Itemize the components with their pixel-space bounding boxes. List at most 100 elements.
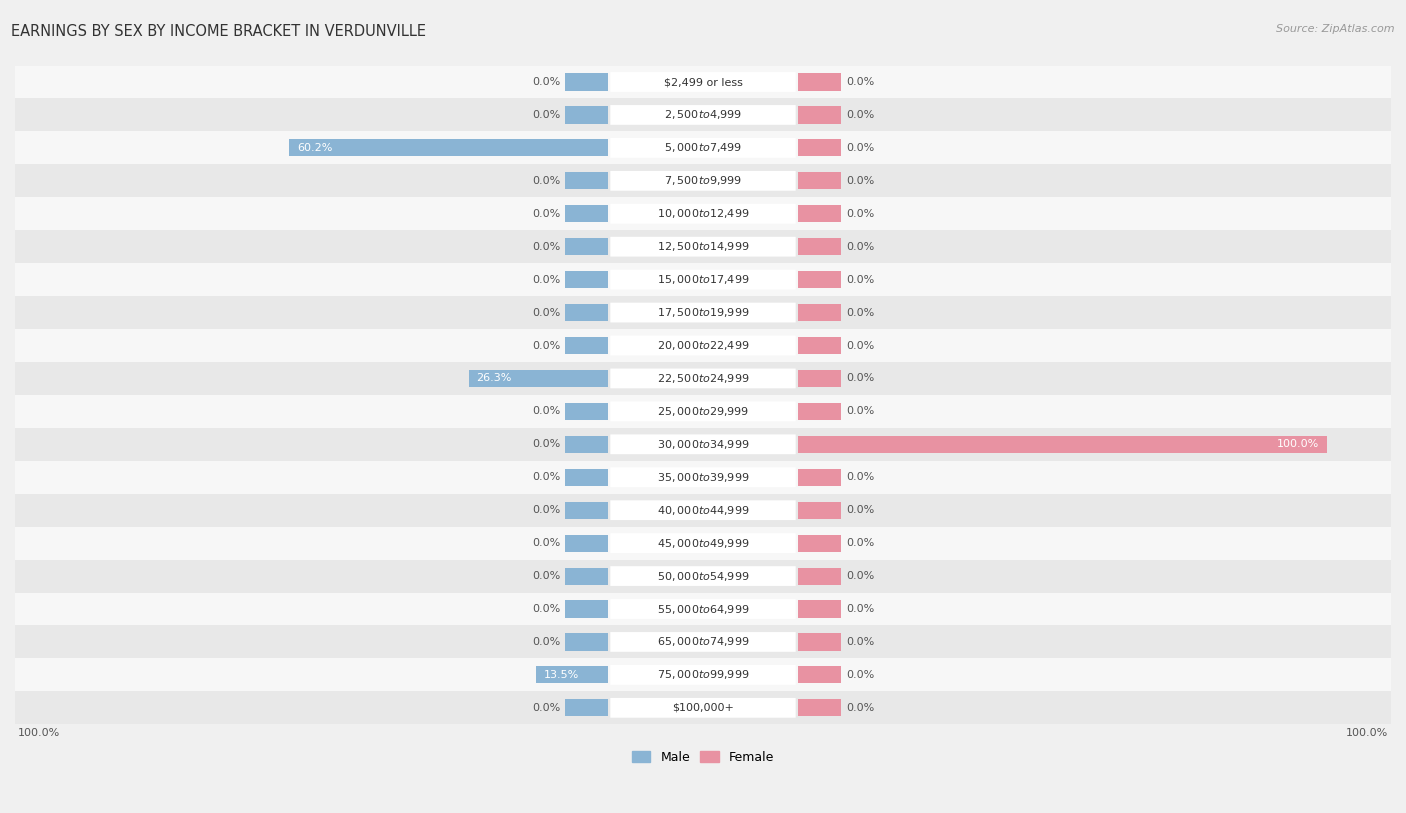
Text: 0.0%: 0.0% <box>846 472 875 482</box>
Bar <box>15 461 1391 493</box>
Text: 0.0%: 0.0% <box>531 702 560 713</box>
Text: 100.0%: 100.0% <box>1346 728 1388 737</box>
Text: 0.0%: 0.0% <box>531 406 560 416</box>
Bar <box>15 625 1391 659</box>
Text: $12,500 to $14,999: $12,500 to $14,999 <box>657 240 749 253</box>
Text: 0.0%: 0.0% <box>846 341 875 350</box>
Text: 0.0%: 0.0% <box>531 209 560 219</box>
FancyBboxPatch shape <box>610 467 796 487</box>
Bar <box>290 139 607 156</box>
Text: 0.0%: 0.0% <box>846 505 875 515</box>
Text: $7,500 to $9,999: $7,500 to $9,999 <box>664 174 742 187</box>
Text: 0.0%: 0.0% <box>531 637 560 647</box>
Text: 0.0%: 0.0% <box>531 439 560 450</box>
Text: 0.0%: 0.0% <box>846 637 875 647</box>
Text: $40,000 to $44,999: $40,000 to $44,999 <box>657 504 749 517</box>
FancyBboxPatch shape <box>610 171 796 191</box>
Bar <box>15 395 1391 428</box>
Bar <box>799 601 841 618</box>
Text: $2,499 or less: $2,499 or less <box>664 77 742 87</box>
FancyBboxPatch shape <box>610 665 796 685</box>
Text: 0.0%: 0.0% <box>531 176 560 186</box>
Bar <box>15 98 1391 132</box>
Text: 0.0%: 0.0% <box>531 505 560 515</box>
Bar <box>15 559 1391 593</box>
Text: $5,000 to $7,499: $5,000 to $7,499 <box>664 141 742 154</box>
Bar <box>799 567 841 585</box>
Text: $15,000 to $17,499: $15,000 to $17,499 <box>657 273 749 286</box>
Bar <box>15 527 1391 559</box>
Bar <box>565 238 607 255</box>
Text: $65,000 to $74,999: $65,000 to $74,999 <box>657 636 749 649</box>
Text: $35,000 to $39,999: $35,000 to $39,999 <box>657 471 749 484</box>
Text: $30,000 to $34,999: $30,000 to $34,999 <box>657 438 749 451</box>
FancyBboxPatch shape <box>610 698 796 718</box>
Bar <box>565 172 607 189</box>
FancyBboxPatch shape <box>610 302 796 323</box>
Bar <box>799 402 841 420</box>
Bar <box>468 370 607 387</box>
Text: 100.0%: 100.0% <box>1277 439 1320 450</box>
Text: 100.0%: 100.0% <box>18 728 60 737</box>
Text: $2,500 to $4,999: $2,500 to $4,999 <box>664 108 742 121</box>
Bar <box>15 66 1391 98</box>
Bar <box>15 198 1391 230</box>
Text: EARNINGS BY SEX BY INCOME BRACKET IN VERDUNVILLE: EARNINGS BY SEX BY INCOME BRACKET IN VER… <box>11 24 426 39</box>
Bar <box>15 263 1391 296</box>
Legend: Male, Female: Male, Female <box>627 746 779 768</box>
Text: 0.0%: 0.0% <box>846 702 875 713</box>
Bar <box>565 337 607 354</box>
Bar <box>799 107 841 124</box>
Text: $22,500 to $24,999: $22,500 to $24,999 <box>657 372 749 385</box>
Text: 0.0%: 0.0% <box>846 307 875 318</box>
FancyBboxPatch shape <box>610 599 796 619</box>
Text: 0.0%: 0.0% <box>531 604 560 614</box>
Text: 0.0%: 0.0% <box>846 604 875 614</box>
FancyBboxPatch shape <box>610 632 796 652</box>
Bar <box>15 164 1391 198</box>
Text: Source: ZipAtlas.com: Source: ZipAtlas.com <box>1277 24 1395 34</box>
Bar <box>799 238 841 255</box>
Bar <box>565 271 607 288</box>
Bar <box>799 205 841 222</box>
Text: 0.0%: 0.0% <box>846 241 875 252</box>
FancyBboxPatch shape <box>610 336 796 355</box>
FancyBboxPatch shape <box>610 105 796 125</box>
Bar <box>799 667 841 684</box>
Text: 26.3%: 26.3% <box>477 373 512 384</box>
Text: 0.0%: 0.0% <box>531 110 560 120</box>
FancyBboxPatch shape <box>610 500 796 520</box>
Bar <box>15 230 1391 263</box>
Bar <box>799 304 841 321</box>
Bar <box>536 667 607 684</box>
Text: 0.0%: 0.0% <box>846 406 875 416</box>
Bar <box>565 402 607 420</box>
Bar <box>565 601 607 618</box>
Bar <box>799 172 841 189</box>
Text: 0.0%: 0.0% <box>531 341 560 350</box>
Bar <box>565 304 607 321</box>
Text: $45,000 to $49,999: $45,000 to $49,999 <box>657 537 749 550</box>
Text: 0.0%: 0.0% <box>531 77 560 87</box>
Bar <box>799 633 841 650</box>
Bar <box>15 593 1391 625</box>
FancyBboxPatch shape <box>610 368 796 389</box>
Text: 0.0%: 0.0% <box>531 538 560 548</box>
Text: $25,000 to $29,999: $25,000 to $29,999 <box>657 405 749 418</box>
FancyBboxPatch shape <box>610 566 796 586</box>
Text: 0.0%: 0.0% <box>846 176 875 186</box>
Bar <box>565 502 607 519</box>
FancyBboxPatch shape <box>610 434 796 454</box>
FancyBboxPatch shape <box>610 72 796 92</box>
Text: 0.0%: 0.0% <box>846 571 875 581</box>
Text: 0.0%: 0.0% <box>846 373 875 384</box>
Bar <box>799 139 841 156</box>
Bar <box>15 132 1391 164</box>
Text: $10,000 to $12,499: $10,000 to $12,499 <box>657 207 749 220</box>
Bar <box>565 73 607 90</box>
Bar <box>799 271 841 288</box>
Text: 0.0%: 0.0% <box>531 307 560 318</box>
Text: $50,000 to $54,999: $50,000 to $54,999 <box>657 570 749 583</box>
Text: 0.0%: 0.0% <box>531 241 560 252</box>
Text: 0.0%: 0.0% <box>846 670 875 680</box>
